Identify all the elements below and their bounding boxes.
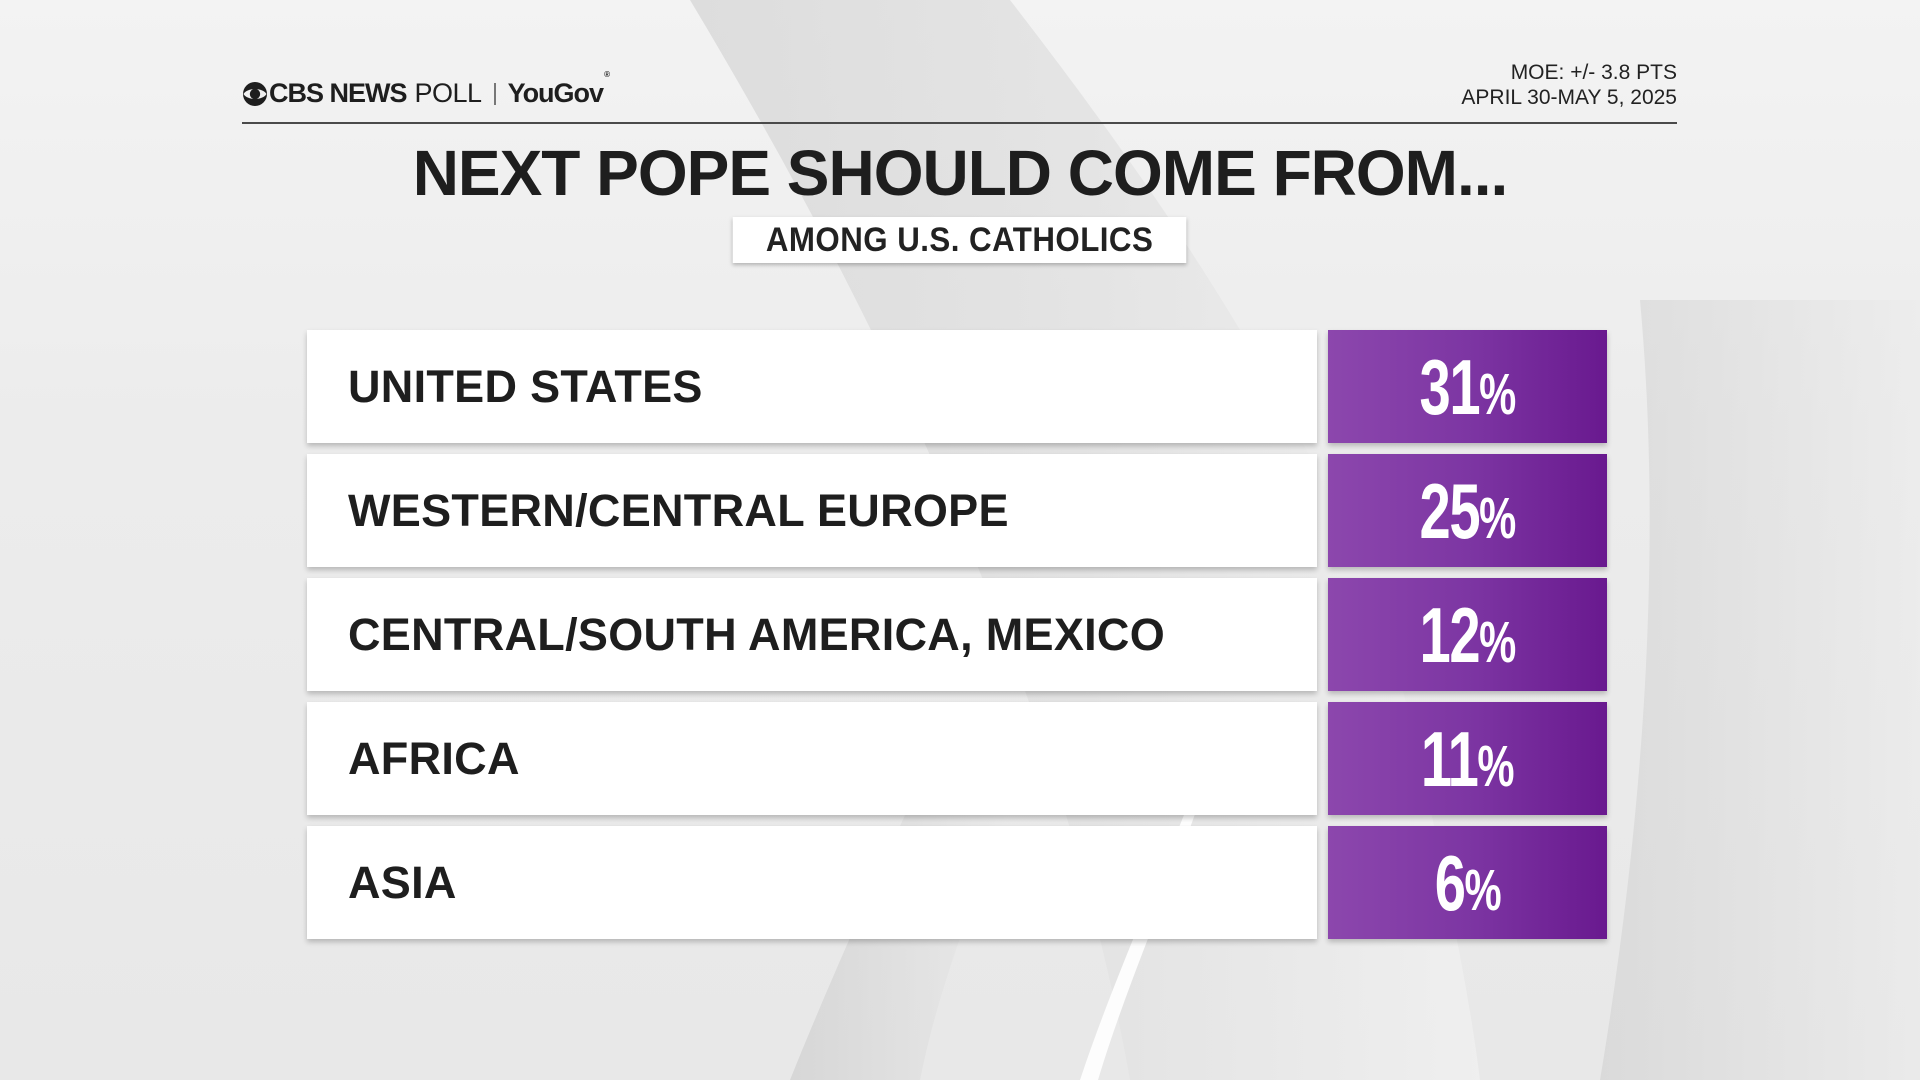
partner-logo: YouGov® — [507, 70, 610, 109]
row-label-box: UNITED STATES — [307, 330, 1317, 443]
poll-meta: MOE: +/- 3.8 PTS APRIL 30-MAY 5, 2025 — [1461, 60, 1677, 110]
value-number: 11 — [1421, 714, 1479, 803]
value-number: 31 — [1419, 342, 1481, 431]
row-label: UNITED STATES — [348, 361, 703, 412]
percent-sign: % — [1479, 361, 1516, 427]
chart-title: NEXT POPE SHOULD COME FROM... — [412, 137, 1509, 209]
registered-mark: ® — [604, 70, 610, 79]
row-value: 11% — [1421, 720, 1515, 799]
results-table: UNITED STATES 31% WESTERN/CENTRAL EUROPE… — [307, 330, 1607, 950]
row-value: 31% — [1420, 348, 1517, 427]
row-label: WESTERN/CENTRAL EUROPE — [348, 485, 1009, 536]
value-number: 25 — [1419, 466, 1481, 555]
cbs-eye-icon — [243, 81, 267, 106]
brand-secondary: POLL — [414, 78, 483, 108]
row-label-box: AFRICA — [307, 702, 1317, 815]
percent-sign: % — [1477, 733, 1515, 799]
percent-sign: % — [1464, 857, 1502, 923]
row-label-box: ASIA — [307, 826, 1317, 939]
row-value-box: 31% — [1328, 330, 1607, 443]
field-dates: APRIL 30-MAY 5, 2025 — [1461, 86, 1677, 109]
table-row: WESTERN/CENTRAL EUROPE 25% — [307, 454, 1607, 567]
row-label: ASIA — [348, 857, 457, 908]
table-row: UNITED STATES 31% — [307, 330, 1607, 443]
row-value-box: 25% — [1328, 454, 1607, 567]
row-value-box: 6% — [1328, 826, 1607, 939]
cbs-news-poll-yougov-logo: CBS NEWS POLL YouGov® — [242, 70, 610, 109]
table-row: CENTRAL/SOUTH AMERICA, MEXICO 12% — [307, 578, 1607, 691]
logo-divider — [493, 82, 496, 105]
header-divider — [242, 122, 1677, 124]
value-number: 6 — [1434, 838, 1466, 927]
row-label: AFRICA — [348, 733, 520, 784]
subtitle-container: AMONG U.S. CATHOLICS — [0, 217, 1920, 263]
partner-name: YouGov — [507, 78, 605, 108]
percent-sign: % — [1479, 485, 1516, 551]
value-number: 12 — [1419, 590, 1481, 679]
percent-sign: % — [1479, 609, 1516, 675]
chart-subtitle: AMONG U.S. CATHOLICS — [733, 217, 1187, 263]
table-row: AFRICA 11% — [307, 702, 1607, 815]
row-value-box: 11% — [1328, 702, 1607, 815]
brand-primary: CBS NEWS — [269, 78, 408, 108]
row-label-box: WESTERN/CENTRAL EUROPE — [307, 454, 1317, 567]
row-value: 25% — [1420, 472, 1517, 551]
row-value: 6% — [1435, 844, 1502, 923]
row-label-box: CENTRAL/SOUTH AMERICA, MEXICO — [307, 578, 1317, 691]
row-label: CENTRAL/SOUTH AMERICA, MEXICO — [348, 609, 1166, 660]
row-value-box: 12% — [1328, 578, 1607, 691]
row-value: 12% — [1420, 596, 1517, 675]
table-row: ASIA 6% — [307, 826, 1607, 939]
header: CBS NEWS POLL YouGov® MOE: +/- 3.8 PTS A… — [242, 61, 1677, 124]
margin-of-error: MOE: +/- 3.8 PTS — [1510, 61, 1677, 84]
